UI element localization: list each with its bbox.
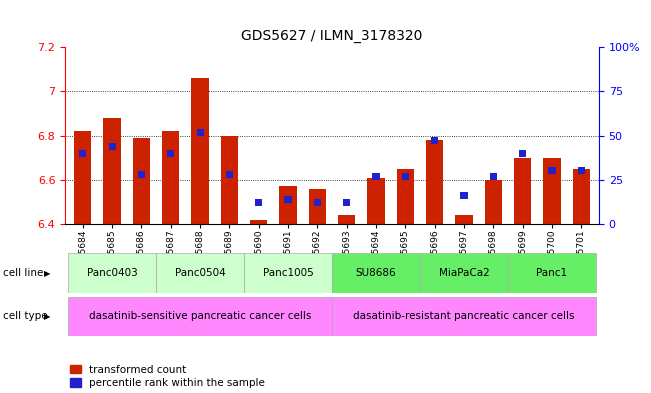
Bar — [332, 297, 596, 336]
Bar — [197, 129, 204, 136]
Bar — [460, 192, 467, 199]
Bar — [420, 253, 508, 293]
Text: Panc0403: Panc0403 — [87, 268, 137, 278]
Text: SU8686: SU8686 — [355, 268, 396, 278]
Bar — [104, 118, 121, 224]
Bar — [191, 78, 209, 224]
Text: Panc1: Panc1 — [536, 268, 568, 278]
Bar — [284, 196, 292, 203]
Bar — [367, 178, 385, 224]
Bar — [162, 131, 180, 224]
Bar — [455, 215, 473, 224]
Text: ▶: ▶ — [44, 312, 51, 321]
Bar — [578, 167, 585, 174]
Bar — [68, 297, 332, 336]
Bar — [244, 253, 332, 293]
Text: Panc1005: Panc1005 — [262, 268, 313, 278]
Bar — [343, 199, 350, 206]
Bar — [167, 150, 174, 157]
Text: GDS5627 / ILMN_3178320: GDS5627 / ILMN_3178320 — [242, 29, 422, 43]
Bar — [426, 140, 443, 224]
Text: ▶: ▶ — [44, 269, 51, 277]
Text: Panc0504: Panc0504 — [174, 268, 225, 278]
Text: MiaPaCa2: MiaPaCa2 — [439, 268, 490, 278]
Bar — [74, 131, 92, 224]
Bar — [309, 189, 326, 224]
Bar — [484, 180, 502, 224]
Bar — [255, 199, 262, 206]
Bar — [431, 137, 438, 144]
Text: cell type: cell type — [3, 311, 48, 321]
Bar — [519, 150, 526, 157]
Bar — [250, 220, 268, 224]
Bar — [508, 253, 596, 293]
Bar — [372, 173, 380, 180]
Bar — [543, 158, 561, 224]
Bar — [332, 253, 420, 293]
Legend: transformed count, percentile rank within the sample: transformed count, percentile rank withi… — [70, 365, 265, 388]
Text: dasatinib-resistant pancreatic cancer cells: dasatinib-resistant pancreatic cancer ce… — [353, 311, 575, 321]
Bar — [68, 253, 156, 293]
Text: cell line: cell line — [3, 268, 44, 278]
Bar — [133, 138, 150, 224]
Bar — [79, 150, 86, 157]
Bar — [549, 167, 555, 174]
Bar — [572, 169, 590, 224]
Bar — [402, 173, 409, 180]
Bar — [279, 186, 297, 224]
Bar — [138, 171, 145, 178]
Bar — [221, 136, 238, 224]
Bar — [314, 199, 321, 206]
Bar — [109, 143, 115, 150]
Bar — [156, 253, 244, 293]
Text: dasatinib-sensitive pancreatic cancer cells: dasatinib-sensitive pancreatic cancer ce… — [89, 311, 311, 321]
Bar — [514, 158, 531, 224]
Bar — [226, 171, 233, 178]
Bar — [396, 169, 414, 224]
Bar — [490, 173, 497, 180]
Bar — [338, 215, 355, 224]
